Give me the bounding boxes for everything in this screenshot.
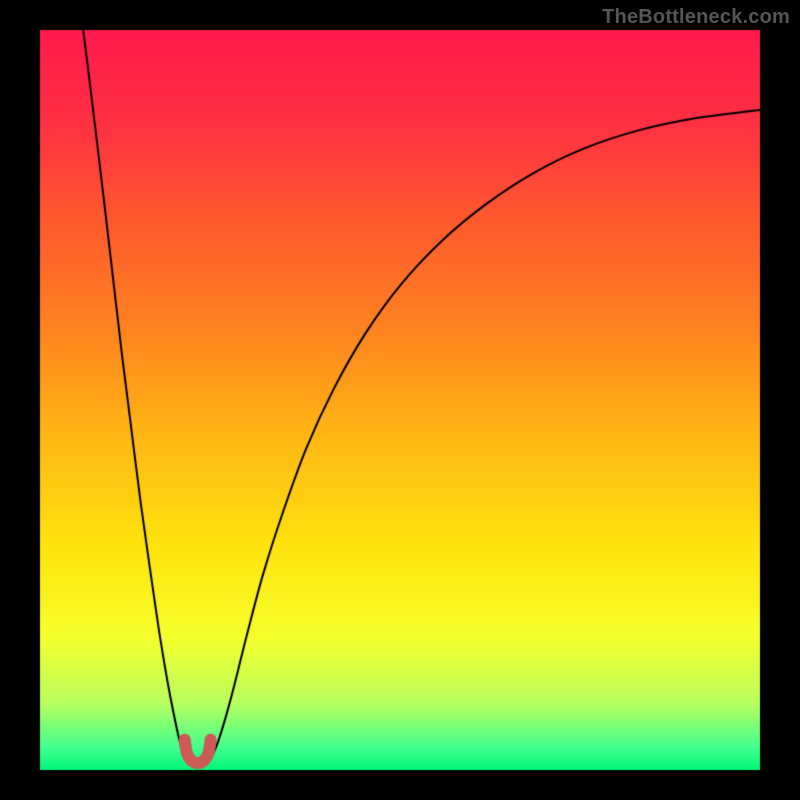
bottleneck-chart-canvas	[0, 0, 800, 800]
watermark-label: TheBottleneck.com	[602, 6, 790, 29]
chart-stage: TheBottleneck.com	[0, 0, 800, 800]
